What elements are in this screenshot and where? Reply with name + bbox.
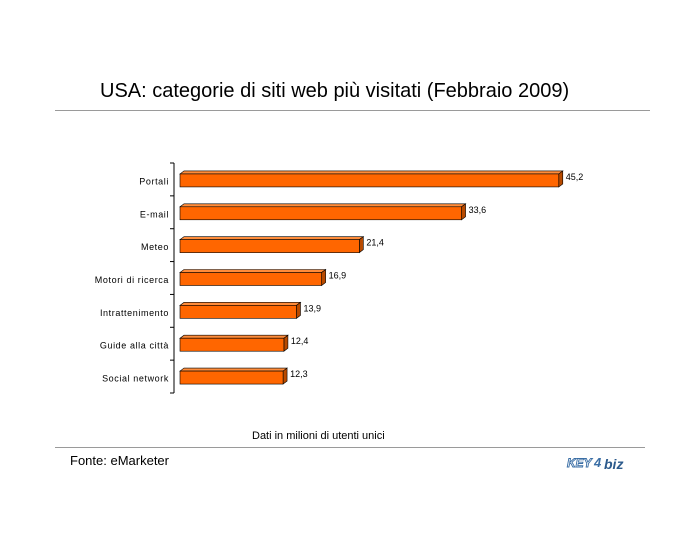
category-label: Guide alla città	[100, 341, 169, 351]
category-label: Portali	[139, 176, 169, 186]
bar	[179, 301, 302, 319]
bar-side-face	[283, 334, 289, 352]
bar-front-face	[179, 370, 284, 385]
svg-text:4: 4	[593, 455, 602, 470]
bar-value-label: 16,9	[329, 271, 347, 281]
bar-top-face	[179, 367, 288, 372]
bar-value-label: 12,4	[291, 336, 309, 346]
bar	[179, 367, 288, 385]
bar-chart: Portali E-mail Meteo Motori di ricerca Intra…	[95, 162, 584, 394]
bar-value-label: 21,4	[366, 238, 384, 248]
chart-title: USA: categorie di siti web più visitati …	[100, 80, 570, 102]
bar-front-face	[179, 173, 560, 188]
bar	[179, 236, 365, 254]
bar-top-face	[179, 302, 302, 306]
bar-side-face	[321, 268, 326, 287]
bar-value-label: 33,6	[469, 205, 487, 215]
category-label: Meteo	[141, 242, 169, 252]
bar	[179, 203, 467, 221]
bar	[179, 268, 327, 287]
bar-side-face	[359, 236, 364, 254]
title-divider	[55, 110, 650, 111]
bar	[179, 170, 564, 188]
bar-front-face	[179, 305, 297, 319]
bar-front-face	[179, 337, 285, 352]
bar-side-face	[461, 203, 466, 221]
bar-side-face	[282, 367, 288, 385]
bar-side-face	[296, 301, 301, 319]
bar-top-face	[179, 170, 564, 175]
bar-top-face	[179, 269, 327, 273]
bar-value-label: 13,9	[303, 303, 321, 313]
chart-note: Dati in milioni di utenti unici	[252, 430, 385, 442]
bar-front-face	[179, 239, 360, 253]
category-label: Motori di ricerca	[95, 275, 169, 285]
bar	[179, 334, 289, 352]
bar-top-face	[179, 236, 365, 240]
bar-top-face	[179, 334, 289, 339]
bar-side-face	[558, 170, 564, 188]
bar-value-label: 45,2	[566, 172, 584, 182]
svg-text:KEY: KEY	[567, 456, 593, 470]
svg-text:biz: biz	[604, 456, 623, 472]
bar-top-face	[179, 203, 467, 208]
bar-front-face	[179, 272, 322, 286]
key4biz-logo: KEY 4 biz	[567, 455, 624, 472]
bar-front-face	[179, 206, 462, 221]
category-label: Intrattenimento	[100, 308, 169, 318]
category-label: E-mail	[140, 209, 169, 219]
footer-divider	[55, 447, 645, 448]
source-text: Fonte: eMarketer	[70, 453, 169, 468]
bar-value-label: 12,3	[290, 369, 308, 379]
category-label: Social network	[102, 374, 169, 384]
